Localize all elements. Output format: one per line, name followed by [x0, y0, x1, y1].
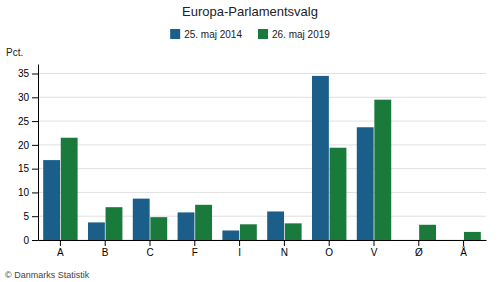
x-axis: ABCFINOVØÅ — [39, 240, 487, 258]
bar — [178, 212, 195, 240]
y-tick-label: 25 — [18, 116, 30, 127]
y-tick: 10 — [18, 187, 38, 198]
title: Europa-Parlamentsvalg — [182, 4, 318, 19]
bar — [419, 225, 436, 240]
y-tick-label: 0 — [23, 235, 29, 246]
x-tick-label: V — [371, 247, 378, 258]
x-tick-label: F — [192, 247, 198, 258]
bar — [357, 127, 374, 240]
x-tick-mark — [60, 240, 61, 246]
bar — [374, 100, 391, 240]
grid-line — [38, 121, 486, 122]
x-tick: A — [57, 240, 64, 258]
grid-line — [38, 216, 486, 217]
y-tick-mark — [32, 74, 38, 75]
x-tick-label: A — [57, 247, 64, 258]
bar — [61, 138, 78, 240]
y-tick: 20 — [18, 140, 38, 151]
grid-line — [38, 97, 486, 98]
bar — [88, 222, 105, 240]
x-tick-label: C — [146, 247, 153, 258]
bar — [464, 232, 481, 240]
x-tick-mark — [194, 240, 195, 246]
y-axis: 0 5 10 15 20 25 30 35 — [18, 65, 39, 246]
x-tick-mark — [239, 240, 240, 246]
y-axis-line — [38, 65, 39, 241]
x-tick: B — [102, 240, 109, 258]
x-tick: F — [192, 240, 198, 258]
y-tick: 30 — [18, 92, 38, 103]
y-tick-mark — [32, 192, 38, 193]
x-tick: C — [146, 240, 153, 258]
y-tick-label: 30 — [18, 92, 30, 103]
y-label: Pct. — [6, 47, 23, 58]
y-tick: 15 — [18, 163, 38, 174]
bar — [285, 223, 302, 240]
bar — [222, 230, 239, 240]
x-tick-label: Å — [460, 246, 467, 258]
x-tick-label: O — [325, 247, 333, 258]
x-tick-label: I — [238, 247, 241, 258]
legend-swatch — [170, 29, 180, 39]
y-tick: 5 — [23, 211, 38, 222]
y-tick: 25 — [18, 116, 38, 127]
y-tick: 35 — [18, 68, 38, 79]
x-tick: Ø — [415, 240, 423, 258]
legend-label: 25. maj 2014 — [184, 29, 242, 40]
legend-item: 26. maj 2019 — [258, 29, 330, 40]
bar-series — [61, 100, 481, 240]
grid-line — [38, 73, 486, 74]
x-tick: I — [238, 240, 241, 258]
x-tick-label: B — [102, 247, 109, 258]
y-tick-mark — [32, 121, 38, 122]
bar-series — [43, 76, 373, 240]
y-tick-mark — [32, 145, 38, 146]
footer: © Danmarks Statistik — [5, 270, 90, 280]
y-tick-mark — [32, 97, 38, 98]
bar — [43, 160, 60, 240]
x-tick: V — [371, 240, 378, 258]
bar — [106, 207, 123, 240]
y-tick: 0 — [23, 235, 38, 246]
legend-label: 26. maj 2019 — [272, 29, 330, 40]
bar — [330, 148, 347, 240]
legend-item: 25. maj 2014 — [170, 29, 242, 40]
x-tick: O — [325, 240, 333, 258]
bars — [43, 76, 481, 240]
x-tick-mark — [329, 240, 330, 246]
x-tick: N — [281, 240, 288, 258]
y-tick-label: 10 — [18, 187, 30, 198]
legend: 25. maj 2014 26. maj 2019 — [170, 29, 330, 40]
x-tick-mark — [418, 240, 419, 246]
grid-line — [38, 144, 486, 145]
x-tick-label: N — [281, 247, 288, 258]
grid — [38, 74, 486, 240]
chart: Europa-Parlamentsvalg 0 5 10 15 20 25 30 35 A B C F I… — [0, 0, 500, 282]
x-tick-mark — [463, 240, 464, 246]
bar — [150, 217, 167, 240]
x-tick-mark — [150, 240, 151, 246]
bar — [195, 205, 212, 240]
legend-swatch — [258, 29, 268, 39]
bar — [446, 240, 463, 241]
y-tick-label: 15 — [18, 163, 30, 174]
x-tick-mark — [284, 240, 285, 246]
bar — [402, 240, 419, 241]
x-tick-label: Ø — [415, 247, 423, 258]
bar — [133, 199, 150, 240]
x-tick-mark — [105, 240, 106, 246]
bar — [312, 76, 329, 240]
y-tick-mark — [32, 169, 38, 170]
bar — [240, 224, 257, 240]
grid-line — [38, 168, 486, 169]
y-tick-label: 35 — [18, 68, 30, 79]
y-tick-mark — [32, 240, 38, 241]
y-tick-label: 20 — [18, 140, 30, 151]
x-tick: Å — [460, 240, 467, 258]
bar — [267, 211, 284, 240]
x-tick-mark — [374, 240, 375, 246]
y-tick-label: 5 — [23, 211, 29, 222]
grid-line — [38, 192, 486, 193]
y-tick-mark — [32, 216, 38, 217]
